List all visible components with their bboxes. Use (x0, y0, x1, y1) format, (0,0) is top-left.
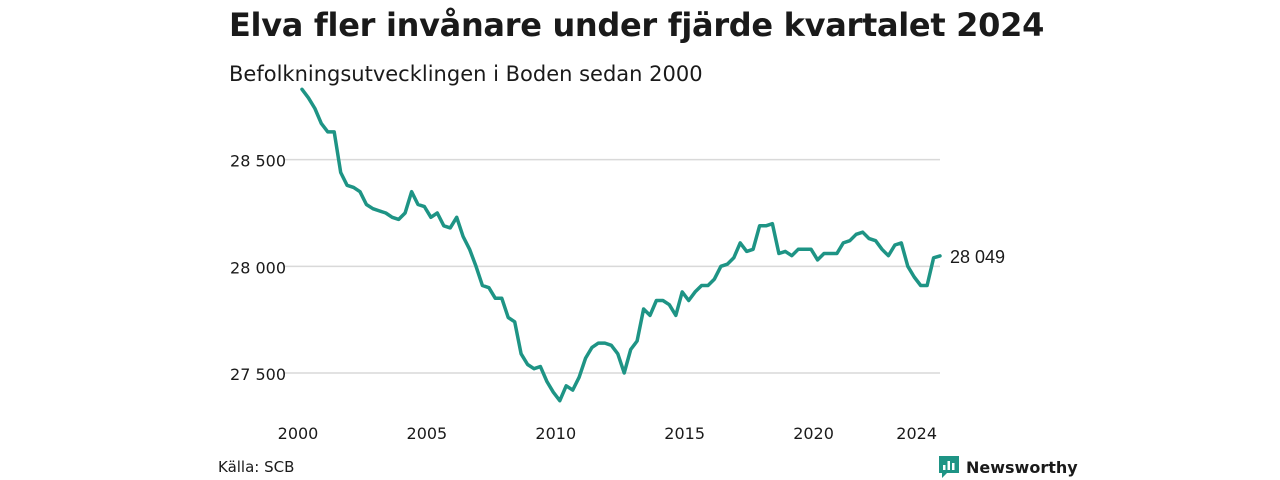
y-tick-label: 28 000 (230, 258, 286, 277)
source-note: Källa: SCB (218, 458, 295, 476)
end-value-label: 28 049 (950, 247, 1005, 267)
y-tick-label: 28 500 (230, 152, 286, 171)
series-line (300, 87, 942, 403)
x-tick-label: 2015 (664, 424, 705, 443)
newsworthy-icon (939, 456, 959, 478)
newsworthy-logo: Newsworthy (938, 455, 1078, 479)
chart-subtitle: Befolkningsutvecklingen i Boden sedan 20… (229, 62, 703, 86)
x-tick-label: 2010 (535, 424, 576, 443)
chart-title: Elva fler invånare under fjärde kvartale… (229, 6, 1045, 44)
x-tick-label: 2005 (407, 424, 448, 443)
x-tick-label: 2000 (278, 424, 319, 443)
x-tick-label: 2024 (896, 424, 937, 443)
y-tick-label: 27 500 (230, 365, 286, 384)
brand-name: Newsworthy (966, 457, 1078, 477)
x-tick-label: 2020 (793, 424, 834, 443)
